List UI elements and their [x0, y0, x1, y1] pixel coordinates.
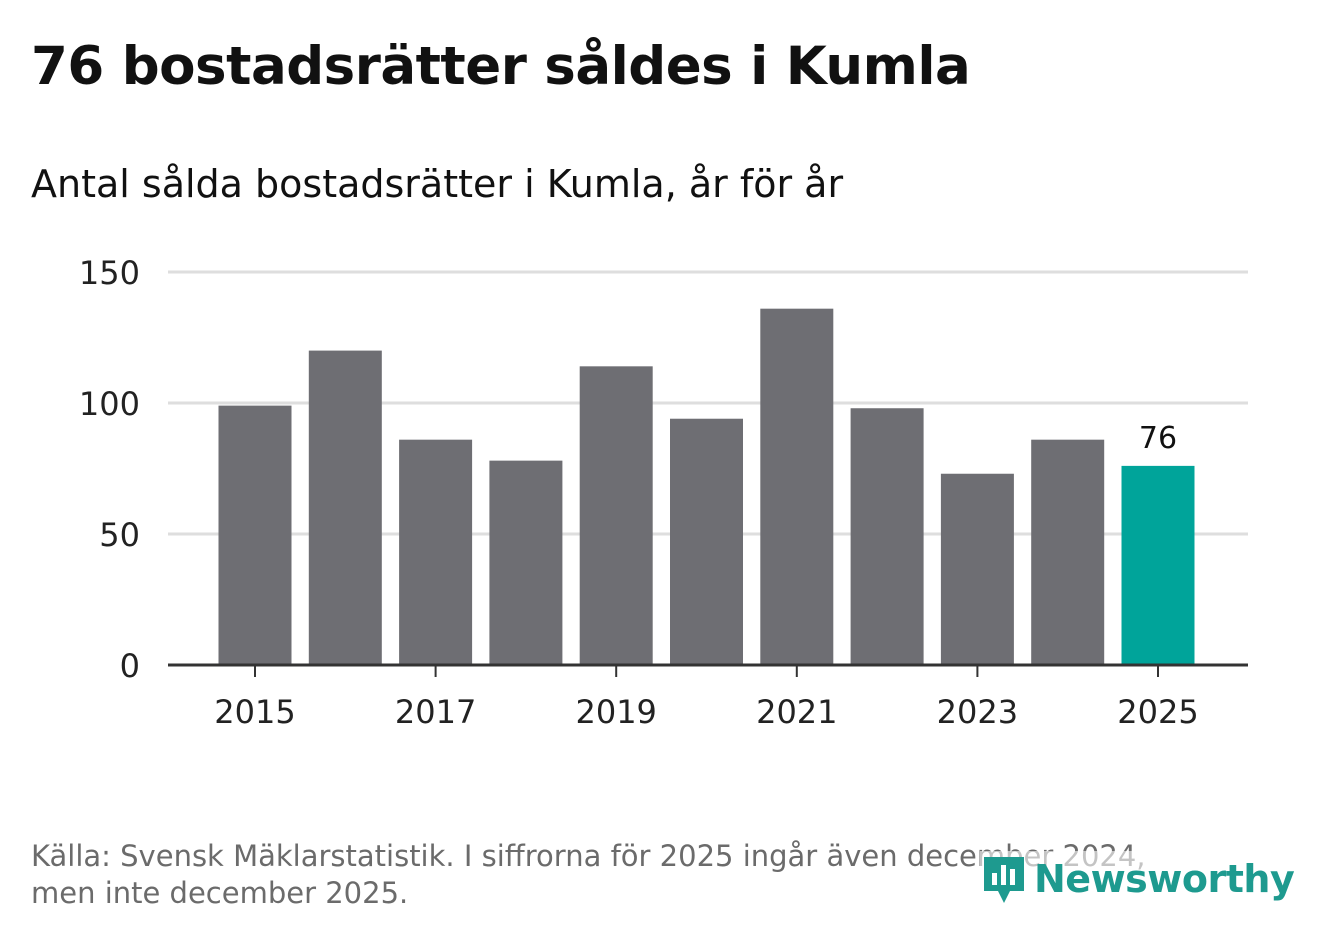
data-label-2025: 76 — [1139, 421, 1177, 456]
bar-2023 — [940, 473, 1014, 665]
x-tick-label-2017: 2017 — [395, 693, 476, 731]
bar-2021 — [760, 308, 834, 665]
source-note-line-2: men inte december 2025. — [31, 876, 409, 910]
bar-2018 — [489, 460, 563, 665]
source-note: Källa: Svensk Mäklarstatistik. I siffror… — [31, 838, 1211, 912]
x-tick-label-2025: 2025 — [1117, 693, 1198, 731]
newsworthy-logo-text: Newsworthy — [1034, 857, 1295, 901]
bar-2017 — [399, 439, 473, 665]
bar-2016 — [308, 350, 382, 665]
chart-subtitle: Antal sålda bostadsrätter i Kumla, år fö… — [31, 162, 844, 206]
x-tick-label-2015: 2015 — [214, 693, 295, 731]
bar-2025 — [1121, 465, 1195, 665]
bar-2019 — [579, 366, 653, 665]
bar-2020 — [670, 418, 743, 665]
y-tick-label-50: 50 — [99, 516, 140, 554]
y-tick-label-100: 100 — [79, 385, 140, 423]
x-tick-label-2023: 2023 — [937, 693, 1018, 731]
newsworthy-logo-icon — [984, 857, 1024, 903]
bar-2015 — [218, 405, 292, 665]
source-note-line-1: Källa: Svensk Mäklarstatistik. I siffror… — [31, 839, 1146, 873]
bar-chart: 0 50 100 150 2015 2017 2019 2021 2023 2025 76 — [79, 254, 1248, 731]
bar-2024 — [1031, 439, 1105, 665]
y-tick-label-150: 150 — [79, 254, 140, 292]
newsworthy-logo: Newsworthy — [980, 851, 1295, 907]
y-tick-label-0: 0 — [120, 647, 140, 685]
chart-title: 76 bostadsrätter såldes i Kumla — [31, 36, 971, 97]
x-tick-label-2021: 2021 — [756, 693, 837, 731]
bar-2022 — [850, 408, 924, 665]
x-tick-label-2019: 2019 — [575, 693, 656, 731]
